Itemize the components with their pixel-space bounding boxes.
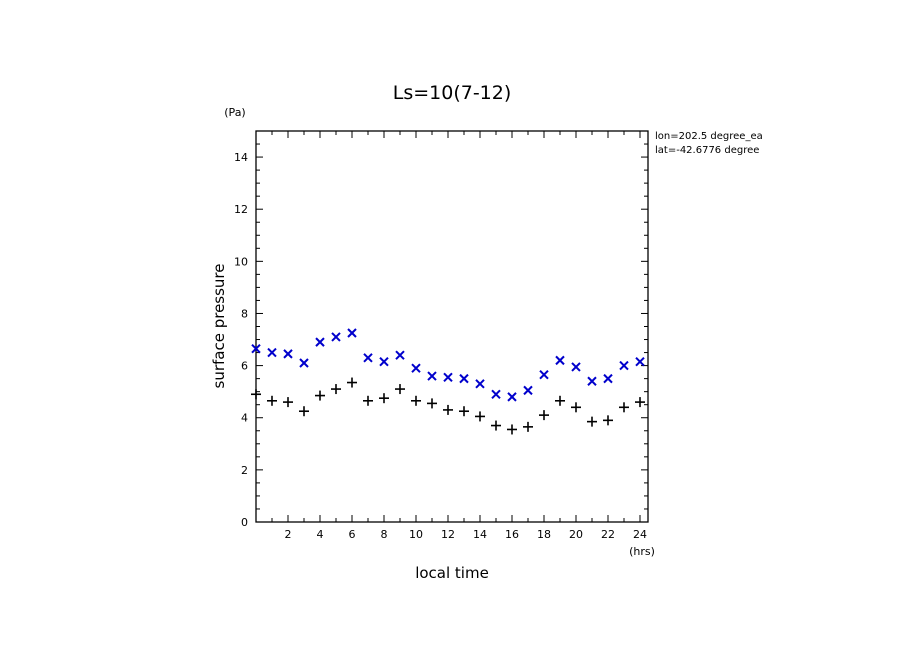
- x-tick-label: 6: [349, 528, 356, 541]
- x-tick-label: 18: [537, 528, 551, 541]
- plus-marker: [619, 402, 629, 413]
- x-marker: [507, 392, 517, 402]
- x-marker: [603, 373, 613, 384]
- y-unit-label: (Pa): [224, 106, 245, 119]
- x-tick-label: 16: [505, 528, 519, 541]
- x-marker: [347, 328, 357, 338]
- plus-marker: [283, 397, 293, 408]
- y-tick-label: 10: [234, 255, 248, 268]
- x-marker: [395, 350, 405, 360]
- x-marker: [251, 343, 261, 354]
- plus-marker: [443, 404, 453, 415]
- plus-marker: [363, 395, 373, 406]
- x-tick-label: 10: [409, 528, 423, 541]
- x-tick-label: 20: [569, 528, 583, 541]
- x-marker: [443, 372, 453, 383]
- plus-marker: [459, 406, 469, 417]
- x-unit-label: (hrs): [629, 545, 655, 558]
- plot-frame: [255, 130, 649, 523]
- x-marker: [619, 360, 629, 371]
- plus-marker: [395, 384, 405, 395]
- plus-marker: [251, 389, 261, 400]
- axis-ticks: [256, 130, 648, 523]
- x-marker: [523, 385, 533, 396]
- plus-marker: [555, 395, 565, 406]
- y-axis-label: surface pressure: [210, 264, 228, 389]
- y-tick-label: 0: [241, 516, 248, 529]
- plus-marker: [427, 398, 437, 409]
- y-tick-label: 2: [241, 464, 248, 477]
- y-tick-label: 6: [241, 360, 248, 373]
- x-marker: [299, 358, 309, 368]
- chart-title: Ls=10(7-12): [393, 82, 512, 104]
- plus-marker: [603, 415, 613, 426]
- plus-marker: [379, 393, 389, 404]
- plus-marker: [539, 410, 549, 421]
- plus-marker: [507, 424, 517, 435]
- x-tick-label: 22: [601, 528, 615, 541]
- plus-marker: [491, 420, 501, 431]
- series-0: [251, 328, 645, 402]
- x-marker: [331, 332, 341, 342]
- plus-marker: [635, 397, 645, 408]
- x-marker: [315, 337, 325, 347]
- x-marker: [475, 379, 485, 389]
- plus-marker: [571, 402, 581, 413]
- y-tick-label: 4: [241, 412, 248, 425]
- x-tick-label: 8: [381, 528, 388, 541]
- x-tick-label: 14: [473, 528, 487, 541]
- series-1: [251, 377, 645, 435]
- x-marker: [411, 363, 421, 373]
- x-marker: [283, 349, 293, 359]
- x-marker: [539, 370, 549, 380]
- annotation-lat: lat=-42.6776 degree: [655, 145, 759, 156]
- x-marker: [459, 373, 469, 384]
- data-markers: [251, 328, 645, 435]
- x-marker: [635, 356, 645, 367]
- x-marker: [555, 355, 565, 366]
- x-marker: [571, 362, 581, 372]
- y-tick-label: 12: [234, 203, 248, 216]
- x-marker: [427, 371, 437, 381]
- x-tick-label: 2: [285, 528, 292, 541]
- x-tick-label: 4: [317, 528, 324, 541]
- plus-marker: [299, 406, 309, 417]
- plus-marker: [347, 377, 357, 388]
- annotation-lon: lon=202.5 degree_ea: [655, 131, 763, 142]
- plus-marker: [267, 395, 277, 406]
- x-marker: [491, 389, 501, 399]
- x-tick-label: 24: [633, 528, 647, 541]
- plus-marker: [315, 390, 325, 401]
- x-tick-label: 12: [441, 528, 455, 541]
- x-marker: [363, 353, 373, 363]
- y-tick-label: 14: [234, 151, 248, 164]
- plus-marker: [411, 395, 421, 406]
- x-marker: [587, 376, 597, 386]
- plus-marker: [475, 411, 485, 422]
- x-marker: [379, 356, 389, 367]
- x-marker: [267, 347, 277, 358]
- plus-marker: [523, 421, 533, 432]
- plus-marker: [587, 416, 597, 427]
- plus-marker: [331, 384, 341, 395]
- y-tick-label: 8: [241, 307, 248, 320]
- x-axis-label: local time: [415, 564, 489, 582]
